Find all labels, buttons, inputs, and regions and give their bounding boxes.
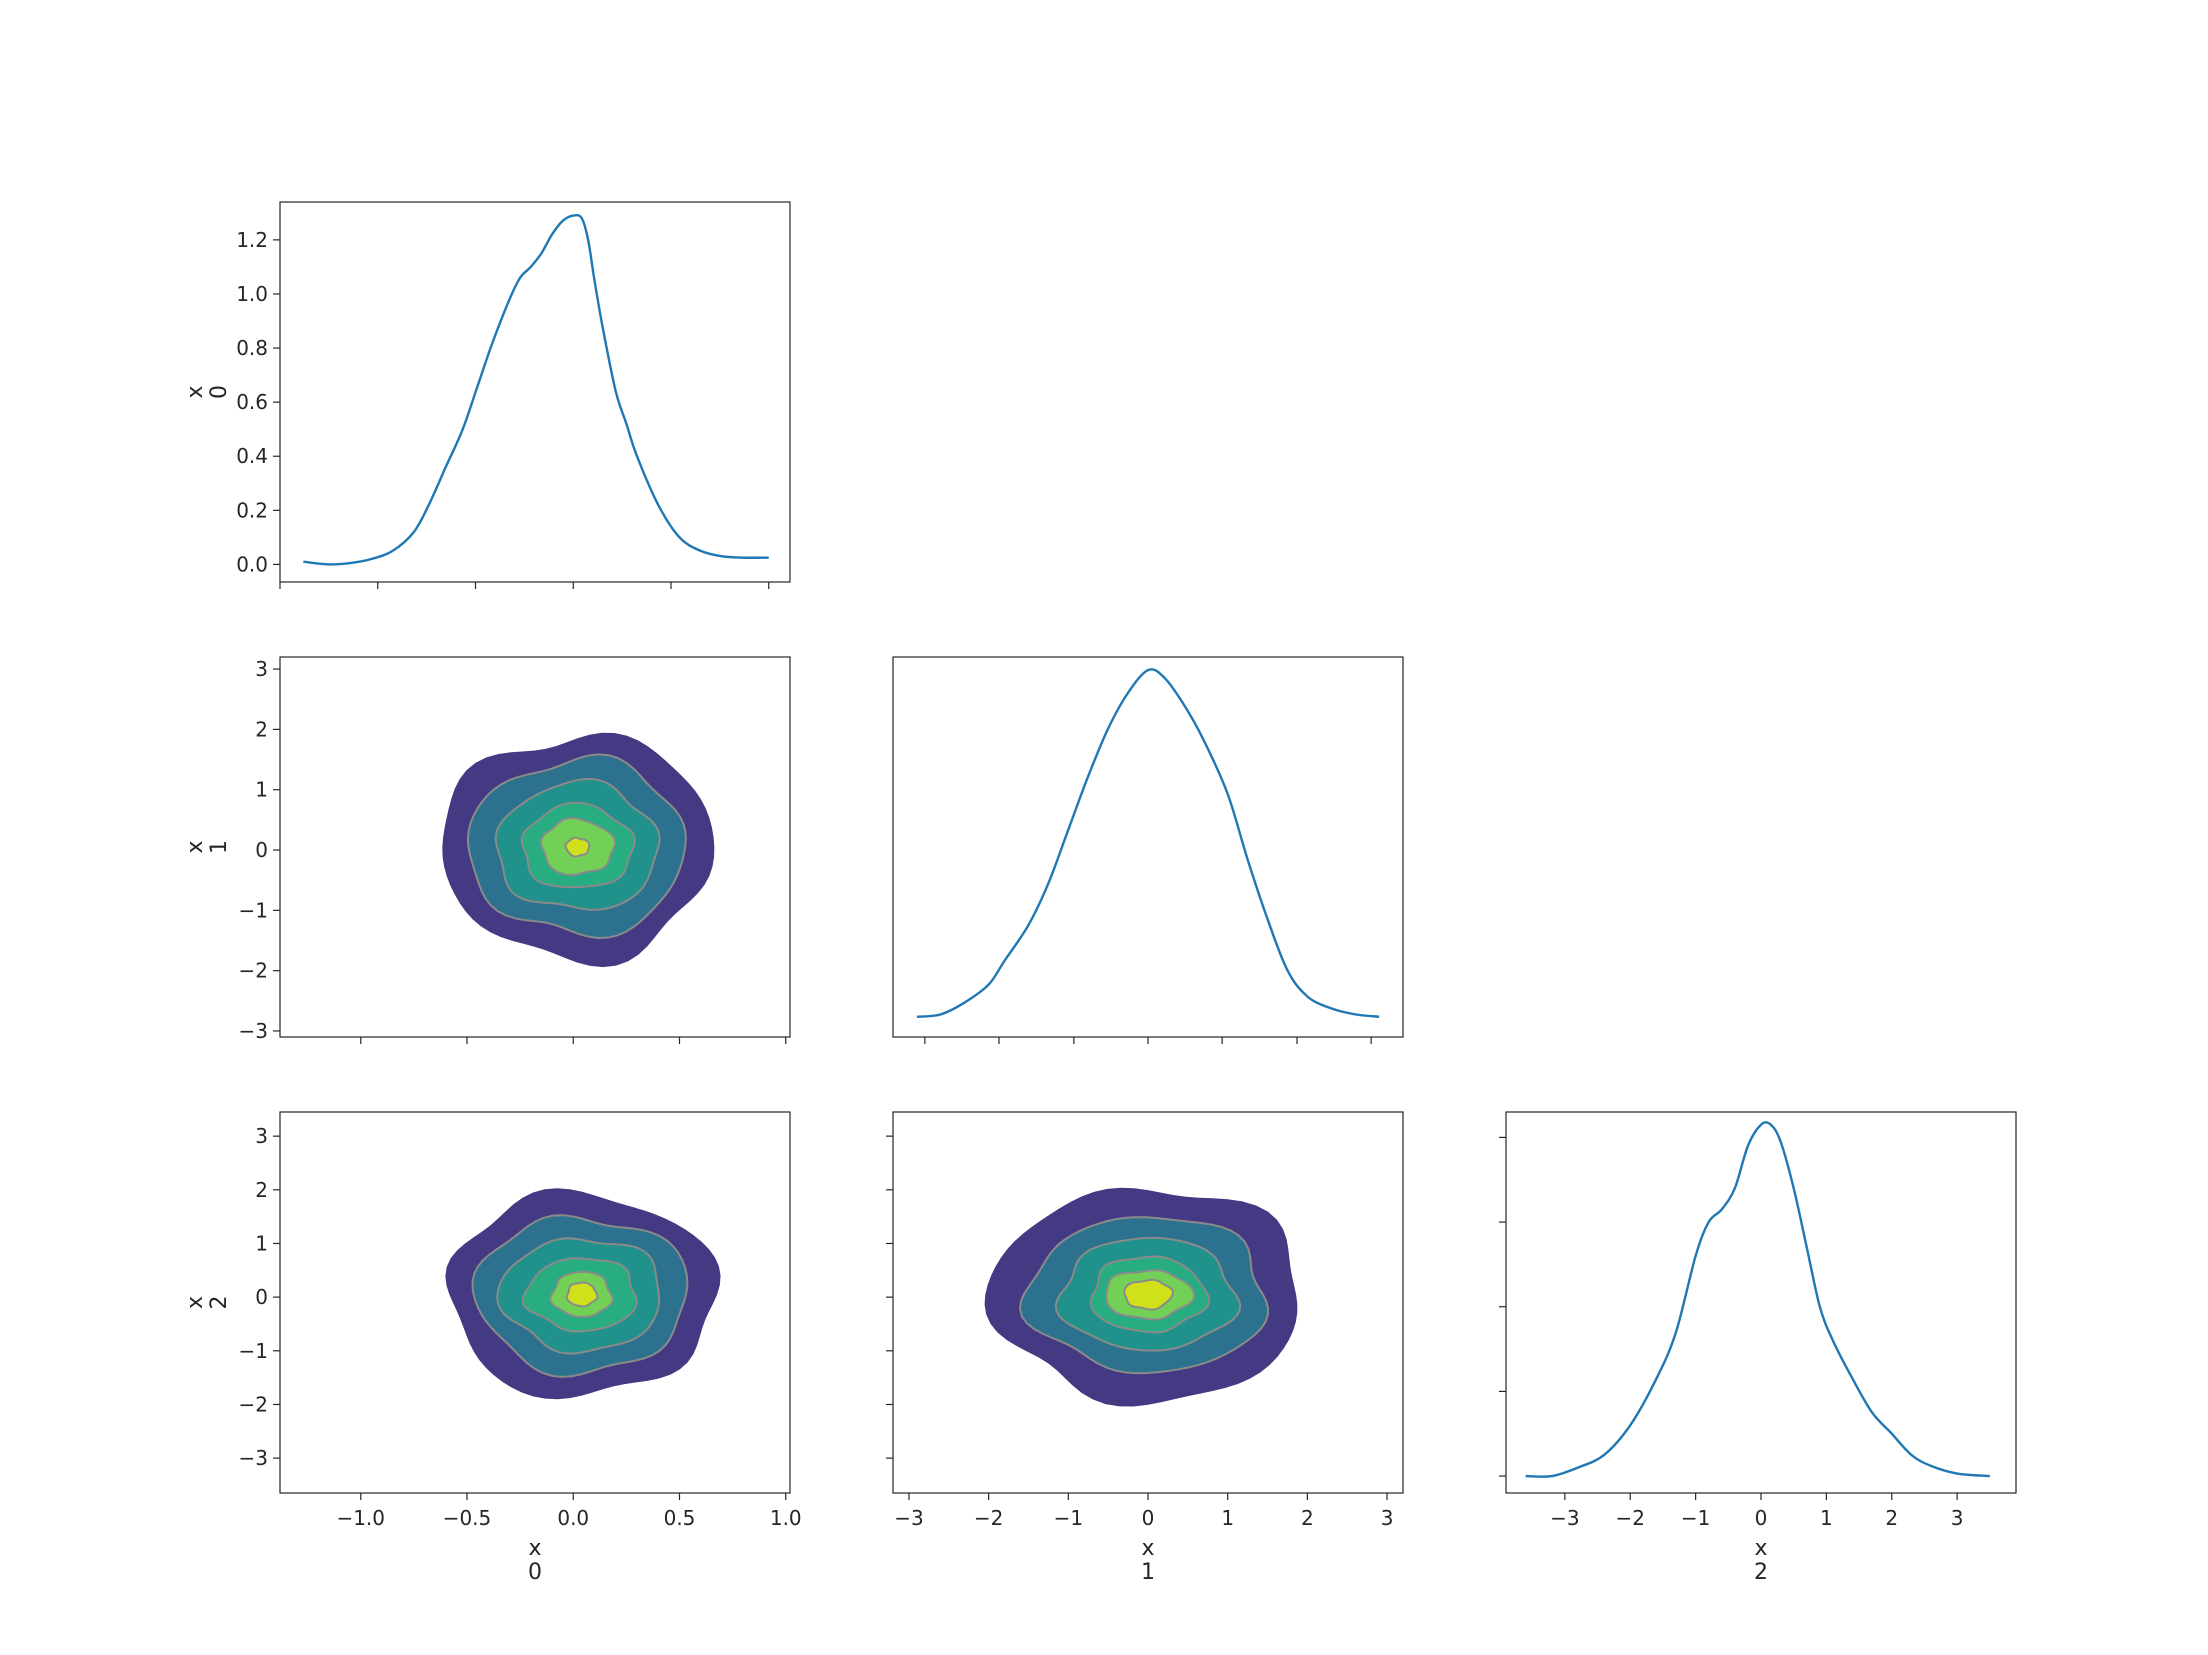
y-tick-label: 3 xyxy=(255,1124,268,1148)
x-tick-label: −2 xyxy=(1615,1506,1644,1530)
x-tick-label: −2 xyxy=(974,1506,1003,1530)
x-tick-label: 0.0 xyxy=(557,1506,589,1530)
x-tick-label: 3 xyxy=(1951,1506,1964,1530)
x-tick-label: −3 xyxy=(894,1506,923,1530)
x-tick-label: 2 xyxy=(1885,1506,1898,1530)
contour-level-5 xyxy=(1123,1278,1174,1311)
y-tick-label: 1 xyxy=(255,778,268,802)
y-tick-label: 2 xyxy=(255,717,268,741)
kde-curve-diag-1 xyxy=(916,668,1380,1018)
axes-frame xyxy=(1505,1111,2017,1494)
x-tick-label: 2 xyxy=(1301,1506,1314,1530)
x-tick-label: −1 xyxy=(1054,1506,1083,1530)
y-tick-label: 0.2 xyxy=(236,498,268,522)
axes-frame xyxy=(279,1111,791,1494)
kde-panel-x1 xyxy=(892,656,1404,1044)
x-tick-label: 1.0 xyxy=(770,1506,802,1530)
kde-curve-diag-2 xyxy=(1525,1121,1990,1478)
y-tick-label: −1 xyxy=(239,1339,268,1363)
x-tick-label: 0 xyxy=(1142,1506,1155,1530)
contour-panel-x1-x2: −3 −2 −1 0 1 2 3 x 1 xyxy=(886,1111,1404,1585)
y-tick-label: 1.2 xyxy=(236,228,268,252)
x-tick-label: 0 xyxy=(1755,1506,1768,1530)
y-tick-label: −3 xyxy=(239,1446,268,1470)
y-tick-label: 0.6 xyxy=(236,390,268,414)
contour-panel-x0-x2: −3 −2 −1 0 1 2 3 −1.0 −0.5 0.0 0.5 1.0 x2 x 0 xyxy=(183,1111,802,1585)
kde-panel-x2: −3 −2 −1 0 1 2 3 x 2 xyxy=(1499,1111,2017,1585)
kde-panel-x0: 0.0 0.2 0.4 0.6 0.8 1.0 1.2 x0 xyxy=(183,201,791,589)
axes-frame xyxy=(892,656,1404,1038)
y-axis-label: x1 xyxy=(183,840,232,854)
x-tick-label: −3 xyxy=(1550,1506,1579,1530)
y-tick-label: −2 xyxy=(239,1392,268,1416)
y-tick-label: 2 xyxy=(255,1178,268,1202)
y-tick-label: 1 xyxy=(255,1231,268,1255)
y-axis-label: x2 xyxy=(183,1296,232,1310)
y-tick-label: 0.0 xyxy=(236,552,268,576)
y-tick-label: 0 xyxy=(255,1285,268,1309)
axes-frame xyxy=(279,201,791,583)
contour-level-5 xyxy=(565,1281,599,1308)
x-tick-label: −1.0 xyxy=(336,1506,385,1530)
kde-curve-diag-0 xyxy=(303,213,769,566)
y-tick-label: −1 xyxy=(239,898,268,922)
x-tick-label: −1 xyxy=(1681,1506,1710,1530)
x-tick-label: 0.5 xyxy=(664,1506,696,1530)
contour-panel-x0-x1: −3 −2 −1 0 1 2 3 x1 xyxy=(183,656,791,1044)
y-tick-label: 0.4 xyxy=(236,444,268,468)
x-tick-label: 1 xyxy=(1820,1506,1833,1530)
y-tick-label: −3 xyxy=(239,1019,268,1043)
x-tick-label: 1 xyxy=(1221,1506,1234,1530)
y-tick-label: 3 xyxy=(255,657,268,681)
y-tick-label: 0.8 xyxy=(236,336,268,360)
y-tick-label: 1.0 xyxy=(236,282,268,306)
y-axis-label: x0 xyxy=(183,385,232,399)
axes-frame xyxy=(279,656,791,1038)
y-tick-label: 0 xyxy=(255,838,268,862)
y-tick-label: −2 xyxy=(239,959,268,983)
x-tick-label: −0.5 xyxy=(443,1506,492,1530)
x-tick-label: 3 xyxy=(1381,1506,1394,1530)
contour-level-5 xyxy=(564,836,591,858)
